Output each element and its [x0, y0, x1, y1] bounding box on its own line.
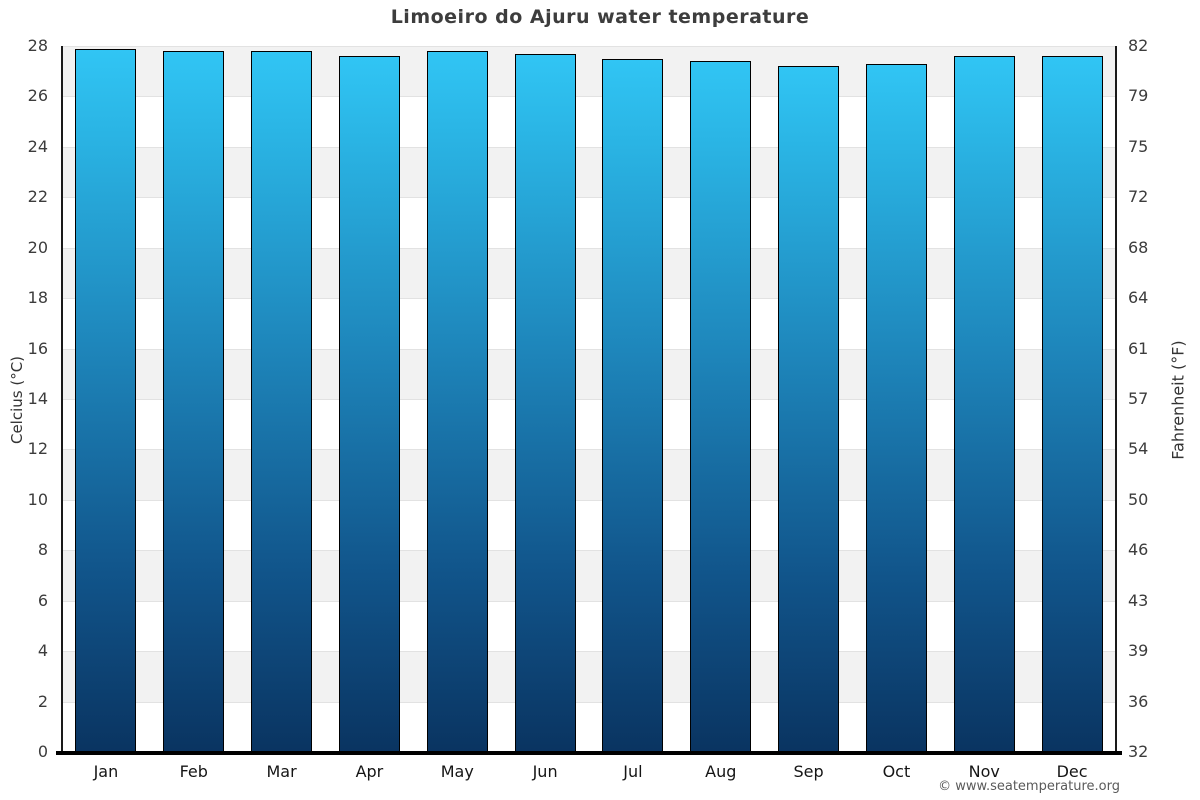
y-tick-label-celsius: 28 — [27, 36, 48, 55]
y-tick-label-fahrenheit: 61 — [1128, 338, 1149, 358]
plot-band — [62, 651, 1116, 702]
x-tick-label-may: May — [440, 762, 474, 781]
x-tick-label-jun: Jun — [532, 762, 558, 781]
bar-mar — [251, 51, 313, 752]
y-tick-label-fahrenheit: 39 — [1128, 641, 1149, 661]
bar-jul — [602, 58, 664, 752]
y-axis-line-left — [61, 46, 63, 752]
y-tick-label-celsius: 0 — [37, 742, 48, 761]
y-tick-label-celsius: 22 — [27, 187, 48, 207]
bar-oct — [865, 63, 927, 752]
y-axis-title-fahrenheit: Fahrenheit (°F) — [1168, 340, 1188, 460]
x-tick-label-jul: Jul — [623, 762, 643, 781]
plot-band — [62, 298, 1116, 349]
gridline — [62, 449, 1116, 451]
y-tick-label-fahrenheit: 32 — [1128, 742, 1149, 761]
y-tick-label-celsius: 10 — [27, 489, 48, 509]
y-tick-label-fahrenheit: 57 — [1128, 389, 1149, 408]
x-tick-label-feb: Feb — [179, 762, 208, 781]
y-tick-label-fahrenheit: 75 — [1128, 136, 1149, 156]
x-tick-label-nov: Nov — [968, 762, 1000, 781]
gridline — [62, 651, 1116, 653]
chart-title: Limoeiro do Ajuru water temperature — [390, 6, 810, 28]
plot-area — [62, 46, 1116, 752]
gridline — [62, 701, 1116, 703]
gridline — [62, 197, 1116, 199]
y-tick-label-celsius: 26 — [27, 86, 48, 106]
y-tick-label-celsius: 4 — [37, 641, 48, 661]
y-tick-label-fahrenheit: 68 — [1128, 237, 1149, 257]
y-tick-label-fahrenheit: 46 — [1128, 540, 1149, 560]
bar-feb — [163, 51, 225, 752]
y-axis-title-celsius: Celcius (°C) — [8, 355, 26, 445]
gridline — [62, 499, 1116, 501]
y-tick-label-celsius: 2 — [37, 691, 48, 711]
y-tick-label-celsius: 6 — [37, 590, 48, 610]
x-tick-label-jan: Jan — [93, 762, 119, 781]
y-tick-label-fahrenheit: 50 — [1128, 489, 1149, 509]
copyright-watermark: © www.seatemperature.org — [938, 779, 1120, 794]
x-tick-label-sep: Sep — [793, 762, 824, 781]
y-tick-label-fahrenheit: 36 — [1128, 691, 1149, 711]
y-tick-label-fahrenheit: 64 — [1128, 288, 1149, 308]
y-tick-label-celsius: 8 — [37, 540, 48, 560]
x-tick-label-mar: Mar — [266, 762, 297, 781]
bar-jan — [75, 48, 137, 752]
x-tick-label-aug: Aug — [705, 762, 737, 781]
plot-band — [62, 449, 1116, 500]
plot-band — [62, 247, 1116, 299]
plot-band — [62, 146, 1116, 198]
gridline — [62, 96, 1116, 98]
y-tick-label-celsius: 12 — [27, 439, 48, 459]
x-tick-label-apr: Apr — [355, 762, 384, 781]
bar-may — [426, 51, 488, 752]
plot-band — [62, 499, 1116, 551]
gridline — [62, 348, 1116, 350]
y-tick-label-celsius: 24 — [27, 136, 48, 156]
y-tick-label-fahrenheit: 72 — [1128, 187, 1149, 207]
plot-band — [62, 550, 1116, 601]
y-axis-line-right — [1115, 46, 1117, 752]
plot-band — [62, 701, 1116, 752]
gridline — [62, 550, 1116, 552]
gridline — [62, 46, 1116, 47]
gridline — [62, 146, 1116, 148]
gridline — [62, 298, 1116, 300]
y-tick-label-celsius: 20 — [27, 237, 48, 257]
gridline — [62, 600, 1116, 602]
y-tick-label-fahrenheit: 54 — [1128, 439, 1149, 459]
bar-nov — [953, 56, 1015, 752]
gridline — [62, 399, 1116, 400]
x-tick-label-oct: Oct — [882, 762, 911, 781]
plot-band — [62, 399, 1116, 450]
x-tick-label-dec: Dec — [1056, 762, 1088, 781]
bar-dec — [1041, 56, 1103, 752]
y-tick-label-celsius: 18 — [27, 288, 48, 308]
bar-aug — [690, 61, 752, 752]
plot-band — [62, 96, 1116, 147]
plot-band — [62, 348, 1116, 399]
plot-band — [62, 197, 1116, 248]
plot-band — [62, 46, 1116, 97]
bar-jun — [514, 53, 576, 752]
y-tick-label-celsius: 14 — [27, 389, 48, 408]
bar-sep — [778, 66, 840, 752]
x-axis-line — [56, 751, 1122, 755]
y-tick-label-celsius: 16 — [27, 338, 48, 358]
y-tick-label-fahrenheit: 79 — [1128, 86, 1149, 106]
plot-band — [62, 600, 1116, 652]
y-tick-label-fahrenheit: 43 — [1128, 590, 1149, 610]
y-tick-label-fahrenheit: 82 — [1128, 36, 1149, 55]
gridline — [62, 247, 1116, 249]
bar-apr — [338, 56, 400, 752]
